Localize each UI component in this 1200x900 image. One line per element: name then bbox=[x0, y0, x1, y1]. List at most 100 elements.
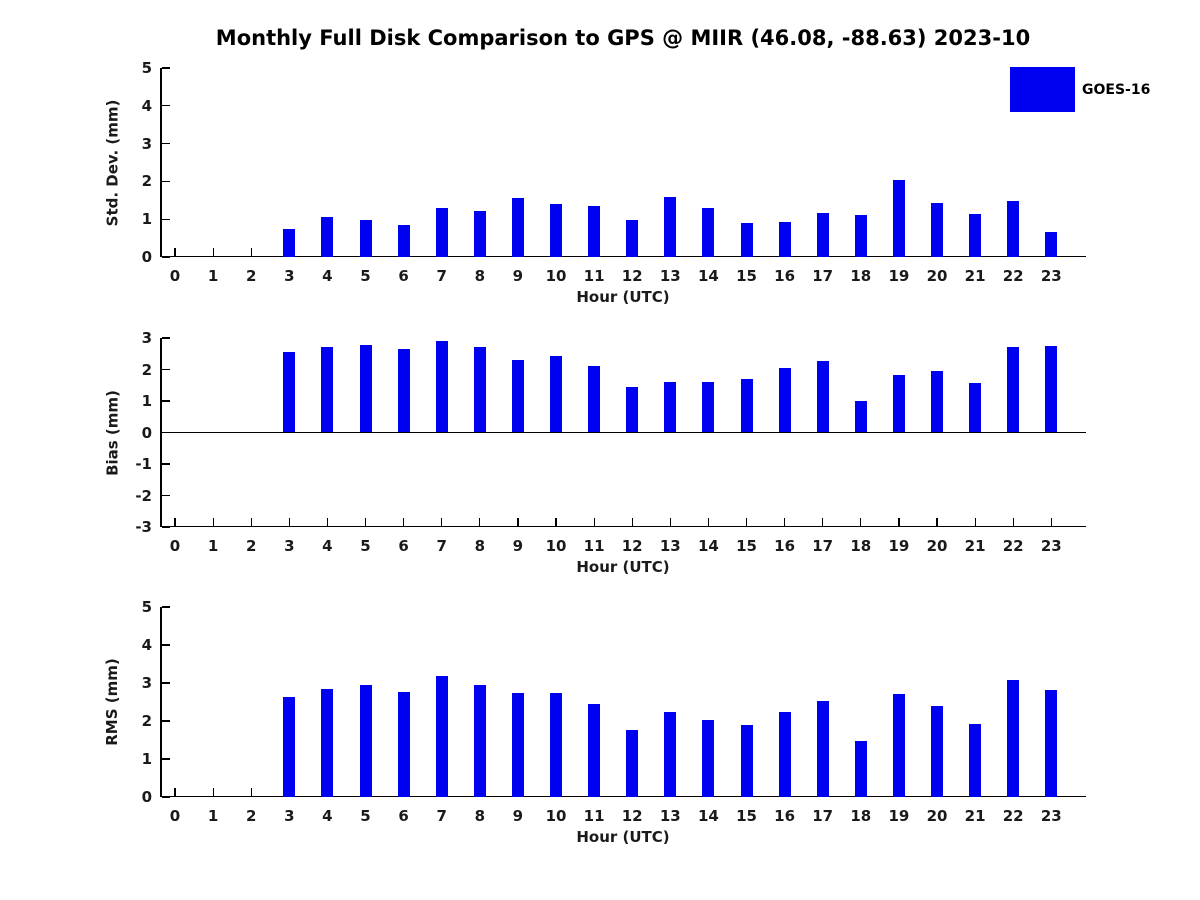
y-tick bbox=[161, 218, 170, 220]
x-tick-label: 7 bbox=[436, 807, 447, 825]
x-tick-label: 6 bbox=[398, 267, 409, 285]
bar-bias-hour-12 bbox=[626, 386, 639, 433]
y-tick bbox=[161, 796, 170, 798]
x-tick bbox=[631, 517, 633, 526]
y-tick bbox=[161, 67, 170, 69]
bar-rms-hour-4 bbox=[321, 688, 334, 797]
xlabel-hour-utc: Hour (UTC) bbox=[576, 558, 670, 576]
bar-bias-hour-16 bbox=[778, 367, 791, 433]
y-tick bbox=[161, 180, 170, 183]
x-tick bbox=[784, 517, 786, 526]
y-tick bbox=[161, 758, 170, 760]
y-tick-label: 5 bbox=[141, 598, 152, 616]
x-tick-label: 14 bbox=[697, 537, 719, 555]
x-tick bbox=[974, 517, 976, 526]
y-tick-label: 2 bbox=[141, 712, 152, 730]
x-tick bbox=[441, 517, 443, 526]
bar-bias-hour-8 bbox=[473, 346, 486, 433]
bar-std-dev-hour-11 bbox=[588, 206, 601, 257]
bar-std-dev-hour-5 bbox=[359, 219, 372, 257]
x-tick-label: 16 bbox=[774, 537, 796, 555]
bar-rms-hour-11 bbox=[588, 703, 601, 797]
bar-rms-hour-16 bbox=[778, 711, 791, 797]
y-tick bbox=[161, 682, 170, 684]
bar-bias-hour-5 bbox=[359, 344, 372, 433]
bar-bias-hour-3 bbox=[283, 351, 296, 433]
x-tick-label: 3 bbox=[284, 537, 295, 555]
bar-bias-hour-9 bbox=[511, 360, 524, 433]
bar-bias-hour-10 bbox=[550, 356, 562, 433]
xlabel-hour-utc: Hour (UTC) bbox=[576, 288, 670, 306]
x-tick-label: 19 bbox=[888, 267, 910, 285]
bar-bias-hour-7 bbox=[435, 340, 448, 433]
axes-bias: Bias (mm) Hour (UTC) 3 2 1 0 -1 -2 -3 0 1 2 3 4 5 6 7 8… bbox=[103, 329, 1086, 576]
bar-std-dev-hour-15 bbox=[740, 222, 753, 257]
y-tick-label: -1 bbox=[135, 455, 152, 473]
x-tick-label: 8 bbox=[474, 537, 486, 555]
bar-bias-hour-20 bbox=[931, 371, 943, 433]
y-tick-label: -2 bbox=[135, 486, 152, 505]
bar-std-dev-hour-18 bbox=[854, 214, 867, 257]
x-tick-label: 2 bbox=[245, 807, 257, 825]
x-tick-label: 23 bbox=[1040, 537, 1062, 555]
bar-bias-hour-11 bbox=[588, 365, 601, 433]
bar-std-dev-hour-20 bbox=[931, 203, 943, 257]
x-tick-label: 15 bbox=[736, 807, 757, 825]
x-tick-label: 13 bbox=[659, 267, 681, 285]
x-tick bbox=[212, 247, 214, 256]
x-tick-label: 17 bbox=[812, 267, 834, 285]
y-tick-label: 0 bbox=[141, 788, 152, 806]
x-tick bbox=[1050, 517, 1052, 526]
x-tick-label: 19 bbox=[888, 537, 910, 555]
x-tick bbox=[669, 517, 671, 526]
x-tick-label: 1 bbox=[207, 807, 219, 825]
y-tick-label: 1 bbox=[141, 750, 152, 768]
x-tick bbox=[174, 787, 176, 796]
bottom-spine bbox=[160, 525, 1086, 527]
y-tick bbox=[161, 368, 170, 371]
y-tick-label: 3 bbox=[141, 674, 152, 692]
bar-bias-hour-6 bbox=[397, 348, 410, 433]
bar-rms-hour-22 bbox=[1007, 680, 1020, 797]
x-tick-label: 21 bbox=[964, 537, 986, 555]
bar-bias-hour-22 bbox=[1007, 347, 1020, 433]
bar-rms-hour-10 bbox=[550, 692, 562, 797]
x-tick bbox=[212, 787, 214, 796]
x-tick-label: 12 bbox=[621, 537, 643, 555]
bar-bias-hour-15 bbox=[740, 378, 753, 433]
bar-rms-hour-17 bbox=[816, 701, 829, 797]
bar-std-dev-hour-9 bbox=[511, 198, 524, 257]
bar-bias-hour-18 bbox=[854, 400, 867, 433]
x-tick-label: 2 bbox=[245, 267, 257, 285]
x-tick bbox=[174, 247, 176, 256]
x-tick-label: 5 bbox=[360, 267, 371, 285]
x-tick-label: 11 bbox=[583, 267, 605, 285]
legend-label: GOES-16 bbox=[1082, 81, 1151, 98]
bar-rms-hour-7 bbox=[435, 676, 448, 797]
bar-rms-hour-18 bbox=[854, 740, 867, 797]
left-spine bbox=[160, 607, 162, 797]
y-tick-label: 1 bbox=[141, 392, 152, 410]
x-tick-label: 19 bbox=[888, 807, 910, 825]
x-tick bbox=[212, 517, 214, 526]
axes-rms: RMS (mm) Hour (UTC) 0 1 2 3 4 5 0 1 2 3 4 5 6 7 8 9 10 11… bbox=[103, 598, 1086, 846]
bar-bias-hour-14 bbox=[702, 381, 715, 433]
x-tick-label: 10 bbox=[545, 537, 567, 555]
x-tick-label: 1 bbox=[207, 267, 219, 285]
y-tick bbox=[161, 720, 170, 722]
y-tick-label: 2 bbox=[141, 360, 152, 379]
x-tick-label: 20 bbox=[926, 537, 948, 555]
x-tick-label: 17 bbox=[812, 537, 834, 555]
bar-std-dev-hour-7 bbox=[435, 208, 448, 257]
bar-rms-hour-8 bbox=[473, 684, 486, 797]
y-tick bbox=[161, 337, 170, 339]
x-tick bbox=[250, 517, 252, 526]
x-tick-label: 21 bbox=[964, 807, 986, 825]
bottom-spine bbox=[160, 795, 1086, 797]
xlabel-hour-utc: Hour (UTC) bbox=[576, 828, 670, 846]
x-tick bbox=[555, 517, 557, 526]
bar-rms-hour-5 bbox=[359, 685, 372, 797]
bar-rms-hour-20 bbox=[931, 706, 943, 797]
x-tick-label: 6 bbox=[398, 537, 409, 555]
zero-line bbox=[160, 432, 1086, 434]
